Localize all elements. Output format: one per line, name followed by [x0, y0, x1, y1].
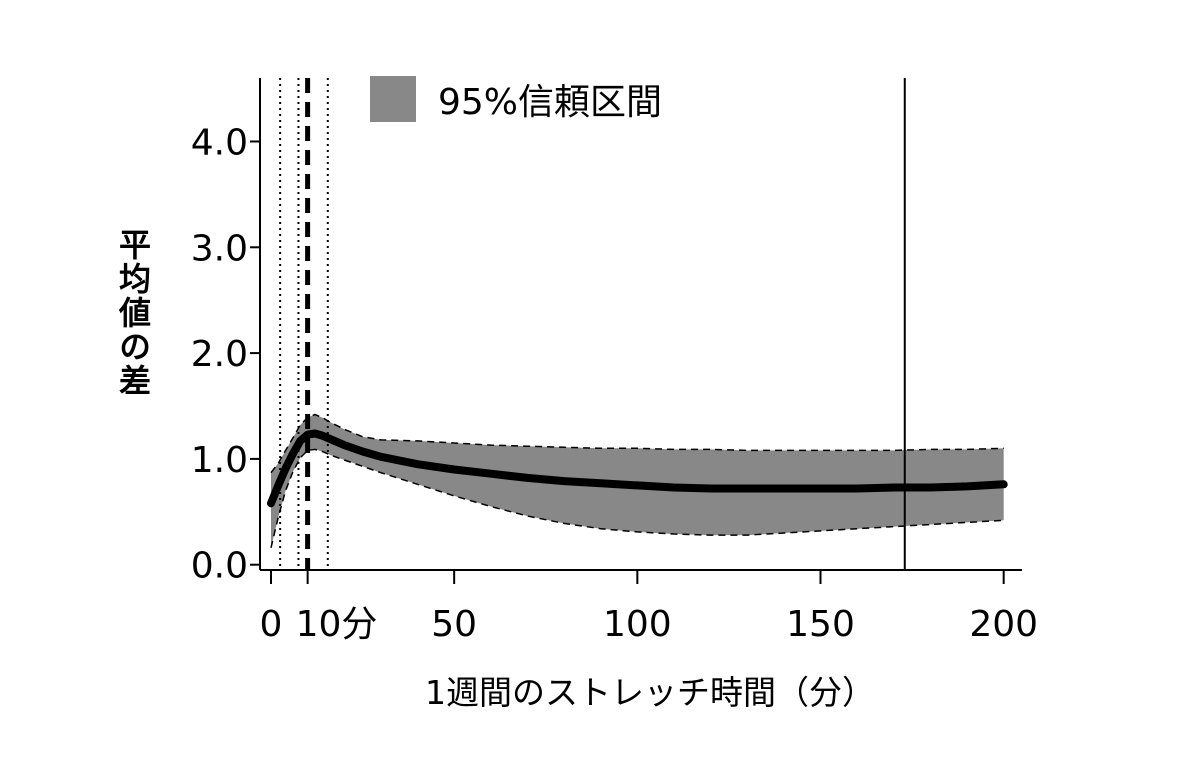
x-tick-label-5: 200 — [969, 604, 1038, 645]
x-axis-label: 1週間のストレッチ時間（分） — [425, 673, 875, 712]
legend: 95%信頼区間 — [370, 76, 663, 123]
y-tick-label-0: 0.0 — [191, 546, 248, 587]
legend-label-ci: 95%信頼区間 — [438, 82, 663, 123]
y-tick-label-1: 1.0 — [191, 440, 248, 481]
y-axis-label: 平均値の差 — [114, 228, 152, 398]
axes — [250, 78, 1022, 584]
confidence-band-layer — [270, 413, 1004, 548]
x-tick-label-2: 50 — [431, 604, 477, 645]
legend-swatch-ci-band — [370, 76, 416, 122]
estimate-line — [267, 429, 1008, 508]
y-tick-label-2: 2.0 — [191, 334, 248, 375]
ci-band — [271, 414, 1004, 548]
x-tick-label-1: 10分 — [296, 604, 378, 645]
x-tick-label-4: 150 — [786, 604, 855, 645]
estimate-line-layer — [267, 429, 1008, 508]
x-tick-label-3: 100 — [603, 604, 672, 645]
tick-labels: 0.0 1.0 2.0 3.0 4.0 0 10分 50 100 150 200 — [191, 122, 1038, 645]
y-tick-label-4: 4.0 — [191, 122, 248, 163]
y-tick-label-3: 3.0 — [191, 228, 248, 269]
x-tick-label-0: 0 — [260, 604, 283, 645]
